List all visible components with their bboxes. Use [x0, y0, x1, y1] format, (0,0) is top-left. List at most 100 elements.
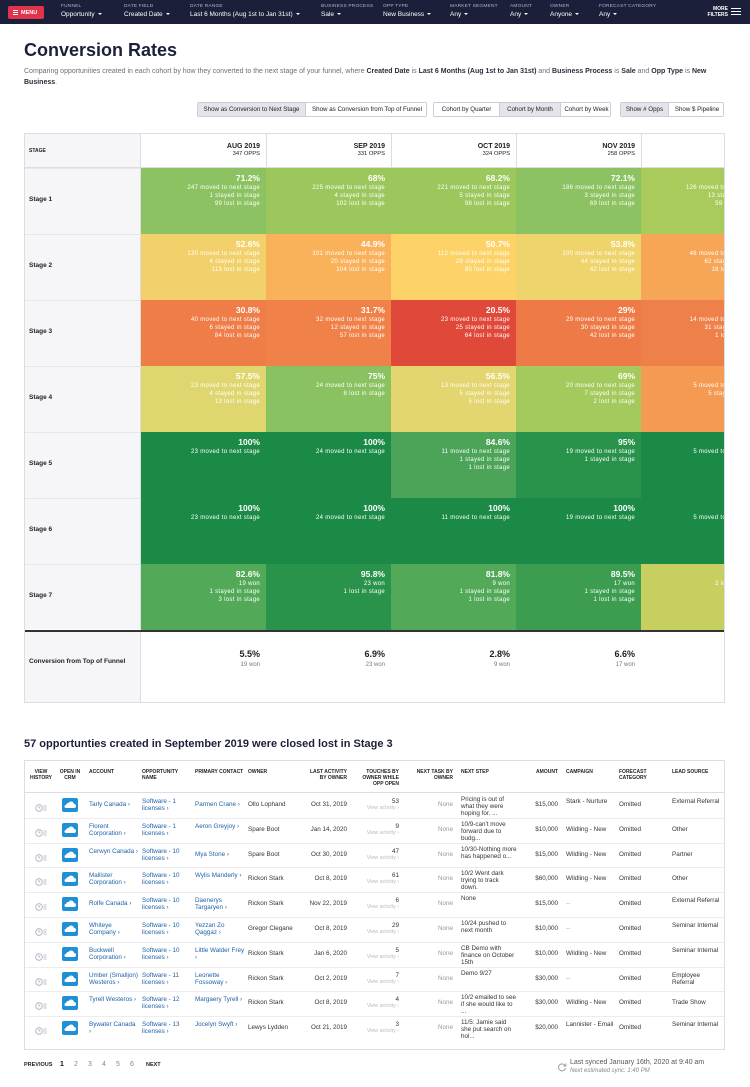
heatmap-cell[interactable]: 57.5% 23 moved to next stage 4 stayed in s…	[141, 366, 266, 432]
heatmap-cell[interactable]: 95% 19 moved to next stage 1 stayed in sta…	[516, 432, 641, 498]
heatmap-cell[interactable]: 53.8% 100 moved to next stage 44 stayed in…	[516, 234, 641, 300]
cell-contact[interactable]: Mya Stone ›	[195, 850, 229, 858]
heatmap-cell[interactable]: 29% 29 moved to next stage 30 stayed in st…	[516, 300, 641, 366]
heatmap-cell[interactable]: 89.5% 17 won 1 stayed in stage 1 lost in st…	[516, 564, 641, 630]
heatmap-cell[interactable]: 68.2% 221 moved to next stage 5 stayed in …	[391, 168, 516, 234]
cell-account[interactable]: Cerwyn Canada ›	[89, 847, 138, 855]
heatmap-cell[interactable]: 52.6% 130 moved to next stage 4 stayed in …	[141, 234, 266, 300]
heatmap-cell[interactable]: 95.8% 23 won 1 lost in stage	[266, 564, 391, 630]
heatmap-cell[interactable]: 75% 24 moved to next stage 8 lost in stage	[266, 366, 391, 432]
heatmap-cell[interactable]: 100% 24 moved to next stage	[266, 432, 391, 498]
cell-opportunity[interactable]: Software - 10 licenses ›	[142, 847, 180, 862]
pager-page[interactable]: 4	[102, 1061, 106, 1068]
cell-opportunity[interactable]: Software - 1 licenses ›	[142, 798, 176, 812]
crm-icon[interactable]	[62, 946, 78, 961]
pager-page[interactable]: 3	[88, 1061, 92, 1068]
pager-page[interactable]: 6	[130, 1061, 134, 1068]
cell-opportunity[interactable]: Software - 1 licenses ›	[142, 822, 176, 837]
heatmap-cell[interactable]: 69% 20 moved to next stage 7 stayed in sta…	[516, 366, 641, 432]
cell-opportunity[interactable]: Software - 10 licenses ›	[142, 897, 180, 912]
pager-page[interactable]: 5	[116, 1061, 120, 1068]
pager-page[interactable]: 1	[60, 1061, 64, 1068]
heatmap-cell[interactable]: 100% 23 moved to next stage	[141, 498, 266, 564]
cell-account[interactable]: Umber (Smalljon) Westeros ›	[89, 971, 138, 986]
crm-icon[interactable]	[62, 922, 78, 936]
pager-next[interactable]: NEXT	[146, 1062, 161, 1068]
filter[interactable]: MARKET SEGMENT Any	[450, 4, 506, 21]
crm-icon[interactable]	[62, 798, 78, 812]
cell-opportunity[interactable]: Software - 10 licenses ›	[142, 872, 180, 887]
heatmap-cell[interactable]: 81.8% 9 won 1 stayed in stage 1 lost in sta…	[391, 564, 516, 630]
heatmap-cell[interactable]: 82.6% 19 won 1 stayed in stage 3 lost in st…	[141, 564, 266, 630]
filter[interactable]: DATE RANGE Last 6 Months (Aug 1st to Jan …	[190, 4, 317, 21]
filter[interactable]: DATE FIELD Created Date	[124, 4, 186, 21]
heatmap-cell[interactable]: 100% 24 moved to next stage	[266, 498, 391, 564]
crm-icon[interactable]	[62, 996, 78, 1011]
pager-page[interactable]: 2	[74, 1061, 78, 1068]
filter[interactable]: BUSINESS PROCESS Sale	[321, 4, 379, 21]
history-icon[interactable]	[35, 850, 47, 862]
view-activity[interactable]: View activity ›	[366, 953, 399, 960]
filter[interactable]: OWNER Anyone	[550, 4, 595, 21]
cell-contact[interactable]: Margaery Tyrell ›	[195, 996, 243, 1004]
cell-opportunity[interactable]: Software - 10 licenses ›	[142, 946, 180, 961]
heatmap-cell[interactable]: 44.9% 101 moved to next stage 20 stayed in…	[266, 234, 391, 300]
cell-contact[interactable]: Parmen Crane ›	[195, 801, 240, 808]
heatmap-cell[interactable]: 14 moved to 31 stay 1 lo	[641, 300, 724, 366]
toggle-button[interactable]: Show as Conversion from Top of Funnel	[305, 103, 426, 116]
toggle-button[interactable]: Show $ Pipeline	[668, 103, 723, 116]
cell-opportunity[interactable]: Software - 10 licenses ›	[142, 922, 180, 936]
crm-icon[interactable]	[62, 971, 78, 986]
cell-contact[interactable]: Leonette Fossoway ›	[195, 971, 228, 986]
heatmap-cell[interactable]: 31.7% 32 moved to next stage 12 stayed in …	[266, 300, 391, 366]
toggle-button[interactable]: Show # Opps	[621, 103, 668, 116]
history-icon[interactable]	[35, 1023, 47, 1035]
view-activity[interactable]: View activity ›	[366, 1003, 399, 1010]
menu-button[interactable]: MENU	[8, 6, 44, 19]
view-activity[interactable]: View activity ›	[366, 854, 399, 861]
filter[interactable]: OPP TYPE New Business	[383, 4, 446, 21]
cell-contact[interactable]: Little Walder Frey ›	[195, 946, 245, 961]
heatmap-cell[interactable]: 72.1% 186 moved to next stage 3 stayed in …	[516, 168, 641, 234]
view-activity[interactable]: View activity ›	[366, 805, 399, 811]
history-icon[interactable]	[35, 874, 47, 887]
history-icon[interactable]	[35, 949, 47, 961]
history-icon[interactable]	[35, 825, 47, 837]
heatmap-cell[interactable]: 50.7% 112 moved to next stage 29 stayed in…	[391, 234, 516, 300]
crm-icon[interactable]	[62, 822, 78, 837]
heatmap-cell[interactable]: 5 moved to 5 stay	[641, 366, 724, 432]
cell-account[interactable]: Tarly Canada ›	[89, 801, 130, 808]
cell-account[interactable]: Bywater Canada ›	[89, 1021, 136, 1036]
heatmap-cell[interactable]: 100% 19 moved to next stage	[516, 498, 641, 564]
cell-contact[interactable]: Aeron Greyjoy ›	[195, 822, 240, 830]
cell-account[interactable]: Rolfe Canada ›	[89, 900, 132, 908]
pager-previous[interactable]: PREVIOUS	[24, 1062, 53, 1068]
view-activity[interactable]: View activity ›	[366, 929, 399, 935]
crm-icon[interactable]	[62, 847, 78, 862]
view-activity[interactable]: View activity ›	[366, 904, 399, 911]
cell-contact[interactable]: Yezzan Zo Qaggaz ›	[195, 922, 225, 936]
heatmap-cell[interactable]: 2 lo	[641, 564, 724, 630]
heatmap-cell[interactable]: 56.5% 13 moved to next stage 5 stayed in s…	[391, 366, 516, 432]
view-activity[interactable]: View activity ›	[366, 829, 399, 836]
heatmap-cell[interactable]: 5 moved to	[641, 498, 724, 564]
cell-account[interactable]: Mallister Corporation ›	[89, 872, 126, 887]
toggle-button[interactable]: Show as Conversion to Next Stage	[198, 103, 305, 116]
filter[interactable]: FORECAST CATEGORY Any	[599, 4, 656, 21]
heatmap-cell[interactable]: 71.2% 247 moved to next stage 1 stayed in …	[141, 168, 266, 234]
heatmap-cell[interactable]: 84.6% 11 moved to next stage 1 stayed in s…	[391, 432, 516, 498]
history-icon[interactable]	[35, 924, 47, 936]
cell-account[interactable]: Florent Corporation ›	[89, 822, 126, 837]
filter[interactable]: FUNNEL Opportunity	[61, 4, 120, 21]
view-activity[interactable]: View activity ›	[366, 879, 399, 886]
heatmap-cell[interactable]: 100% 11 moved to next stage	[391, 498, 516, 564]
cell-contact[interactable]: Daenerys Targaryen ›	[195, 897, 227, 912]
heatmap-cell[interactable]: 20.5% 23 moved to next stage 25 stayed in …	[391, 300, 516, 366]
toggle-button[interactable]: Cohort by Quarter	[434, 103, 499, 116]
history-icon[interactable]	[35, 800, 47, 812]
heatmap-cell[interactable]: 100% 23 moved to next stage	[141, 432, 266, 498]
cell-opportunity[interactable]: Software - 12 licenses ›	[142, 996, 180, 1011]
view-activity[interactable]: View activity ›	[366, 978, 399, 985]
view-activity[interactable]: View activity ›	[366, 1028, 399, 1035]
cell-account[interactable]: Tyrell Westeros ›	[89, 996, 137, 1004]
